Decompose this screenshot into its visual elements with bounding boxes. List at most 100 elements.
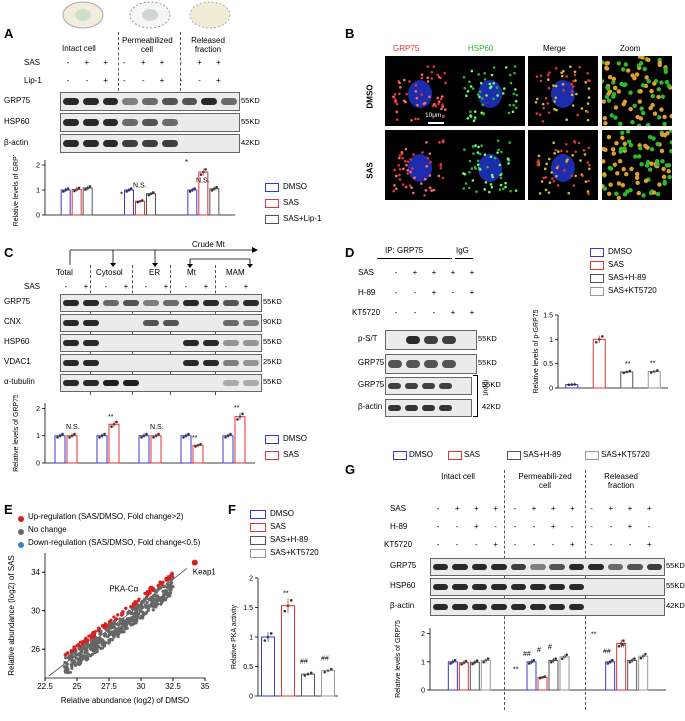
signal-dot	[395, 118, 399, 121]
h89-mark: -	[590, 522, 593, 531]
blot-band	[243, 379, 259, 387]
signal-dot	[616, 89, 621, 94]
blot-band	[387, 404, 402, 412]
signal-dot	[667, 174, 672, 180]
legend-label: No change	[28, 525, 67, 534]
data-dot	[103, 432, 106, 436]
signal-dot	[478, 152, 482, 156]
sig-mark: N.S.	[150, 424, 164, 431]
signal-dot	[404, 159, 407, 163]
signal-dot	[611, 94, 616, 99]
group-cytosol: Cytosol	[96, 268, 123, 277]
h89-mark: -	[394, 288, 398, 297]
data-dot	[303, 674, 307, 677]
signal-dot	[398, 153, 402, 157]
sig-mark: **	[591, 631, 597, 638]
signal-dot	[571, 85, 575, 88]
blot-band	[203, 299, 219, 307]
signal-dot	[553, 107, 556, 111]
x-axis-label: Relative abundance (log2) of DMSO	[61, 696, 190, 705]
x-tick-label: 30	[137, 682, 146, 691]
data-dot	[644, 652, 647, 656]
signal-dot	[571, 154, 574, 157]
signal-dot	[554, 84, 558, 88]
y-tick-label: 30	[31, 607, 40, 616]
signal-dot	[395, 102, 399, 106]
scatter-point	[118, 617, 122, 621]
row-lip-label: Lip-1	[24, 76, 42, 85]
bar	[82, 187, 93, 216]
signal-dot	[666, 83, 671, 88]
scatter-point	[69, 662, 73, 667]
scatter-point	[87, 634, 91, 638]
data-dot	[56, 436, 59, 439]
legend-swatch	[590, 287, 604, 296]
data-dot	[140, 199, 144, 202]
signal-dot	[669, 113, 674, 119]
bar	[480, 659, 491, 691]
sig-mark: #	[537, 647, 541, 654]
signal-dot	[536, 163, 540, 167]
legend-label: SAS+H-89	[270, 535, 309, 544]
signal-dot	[569, 65, 572, 69]
signal-dot	[394, 174, 398, 178]
y-tick-label: 1	[249, 635, 253, 642]
scatter-point	[112, 629, 116, 633]
blot-strip	[430, 598, 665, 616]
signal-dot	[579, 159, 582, 162]
signal-dot	[655, 162, 660, 167]
signal-dot	[636, 123, 642, 129]
lip-mark: +	[103, 76, 108, 85]
bar	[209, 188, 220, 216]
scatter-point	[79, 655, 83, 659]
scatter-point	[109, 618, 113, 622]
blot-band	[83, 299, 99, 307]
y-tick-label: 26	[31, 645, 40, 654]
signal-dot	[618, 121, 623, 126]
signal-dot	[480, 144, 483, 148]
sas-mark: +	[646, 504, 652, 513]
data-dot	[453, 658, 457, 662]
signal-dot	[637, 99, 643, 104]
signal-dot	[647, 134, 653, 140]
bar	[192, 444, 204, 464]
signal-dot	[401, 183, 405, 186]
signal-dot	[405, 163, 408, 167]
signal-dot	[421, 151, 424, 154]
legend-label: Down-regulation (SAS/DMSO, Fold change<0…	[28, 538, 201, 547]
signal-dot	[430, 77, 434, 80]
signal-dot	[546, 102, 550, 105]
scatter-point	[132, 613, 136, 617]
scatter-point	[94, 646, 98, 650]
scatter-point	[134, 608, 138, 612]
scatter-point	[122, 624, 126, 628]
data-dot	[565, 653, 569, 657]
blot-row-label: HSP60	[4, 337, 30, 346]
kt-mark: -	[455, 540, 459, 549]
signal-dot	[612, 162, 618, 167]
signal-dot	[540, 180, 544, 183]
signal-dot	[541, 120, 545, 123]
h89-mark: +	[469, 288, 475, 297]
signal-dot	[507, 111, 511, 115]
signal-dot	[535, 112, 539, 115]
sig-mark: **	[650, 361, 656, 368]
signal-dot	[535, 75, 539, 78]
signal-dot	[570, 82, 573, 86]
y-tick-label: 2	[421, 631, 425, 638]
scatter-point	[136, 603, 141, 607]
signal-dot	[613, 115, 618, 120]
blot-band	[549, 563, 565, 571]
signal-dot	[404, 185, 408, 189]
signal-dot	[426, 65, 430, 68]
blot-band	[143, 319, 159, 327]
signal-dot	[397, 156, 401, 160]
scatter-point	[152, 605, 156, 609]
signal-dot	[622, 192, 628, 197]
lip-mark: +	[159, 76, 165, 85]
scatter-point	[158, 580, 162, 584]
signal-dot	[432, 188, 436, 192]
annotation: Keap1	[193, 568, 215, 577]
micrograph	[455, 56, 525, 126]
signal-dot	[423, 177, 427, 181]
